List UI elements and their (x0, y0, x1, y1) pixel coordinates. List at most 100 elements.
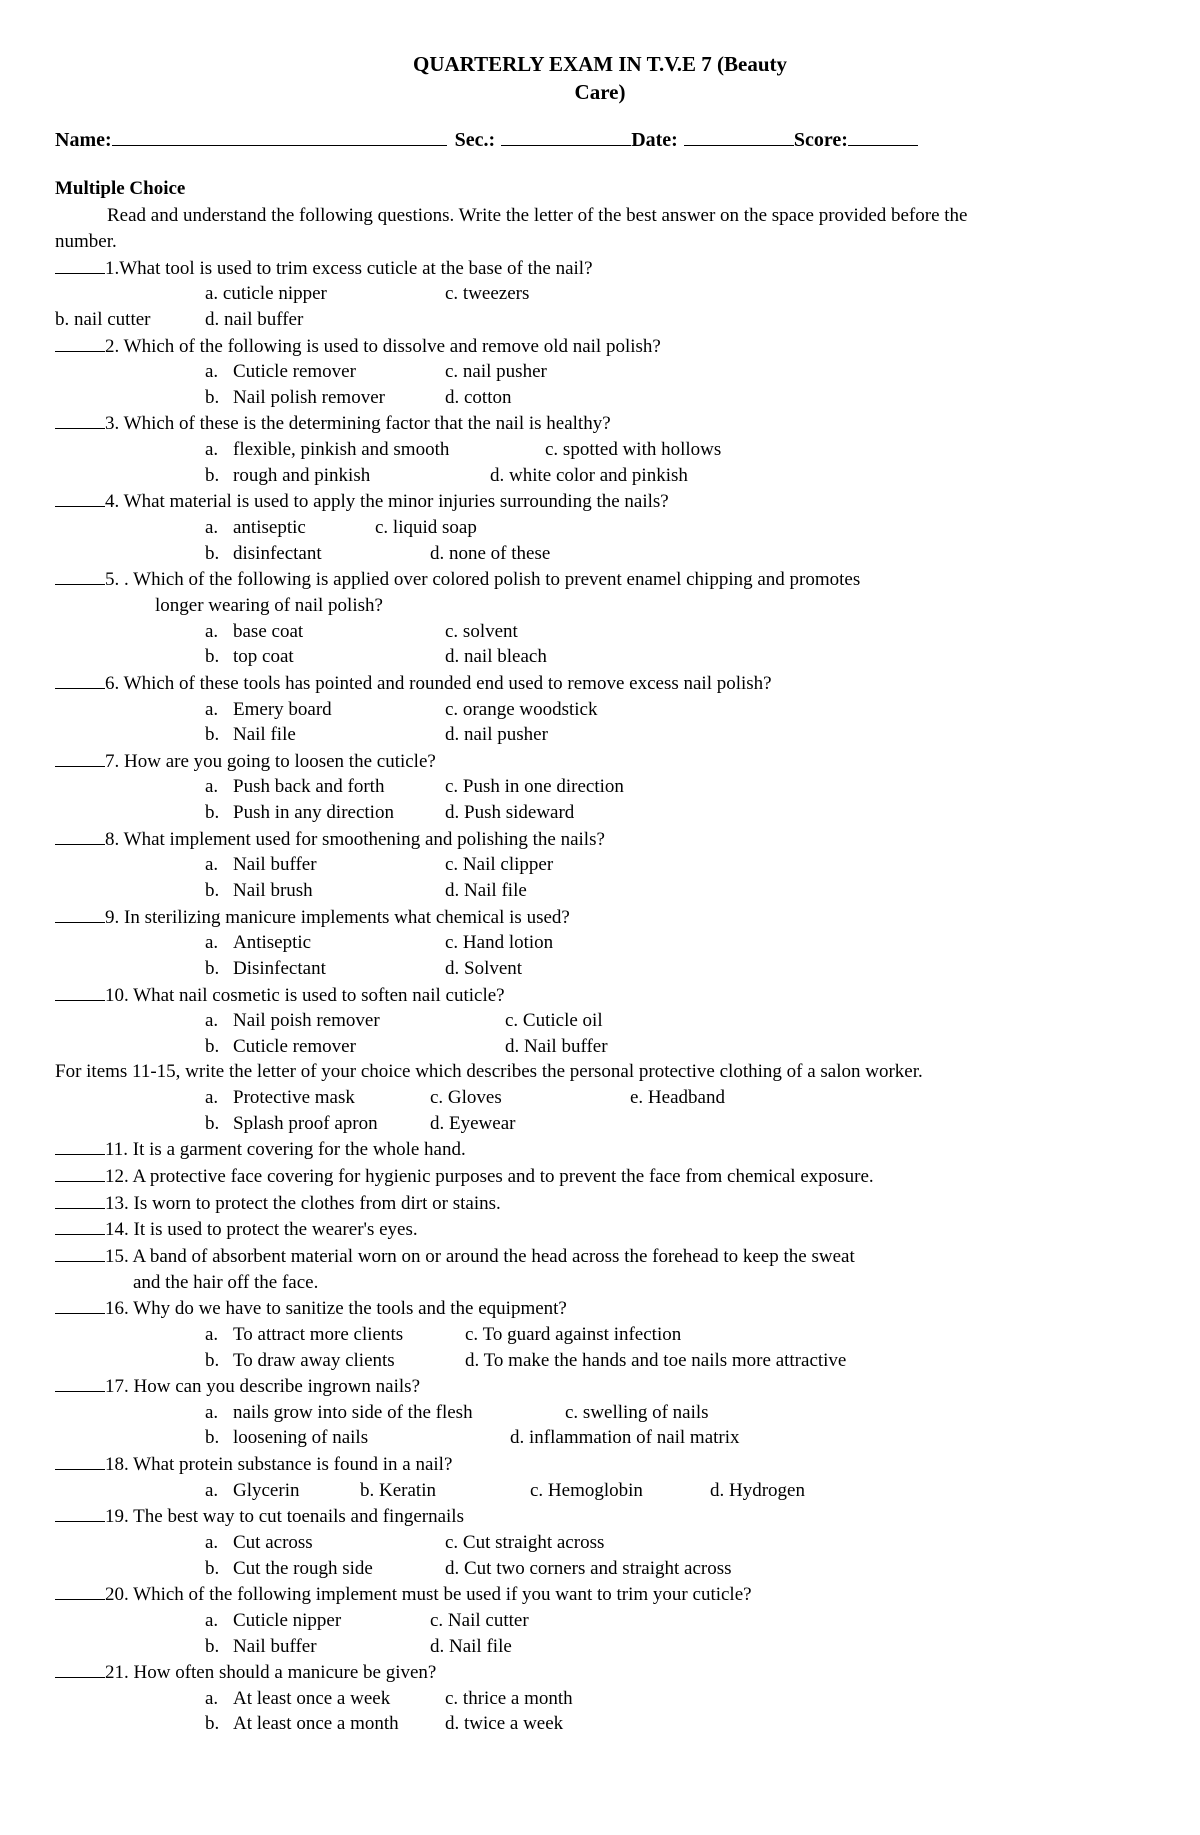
q13-text: 13. Is worn to protect the clothes from … (105, 1193, 501, 1214)
question-14: 14. It is used to protect the wearer's e… (55, 1216, 1145, 1243)
blank-date[interactable] (684, 125, 794, 146)
answer-blank[interactable] (55, 333, 105, 352)
q9-options: a.Antisepticc. Hand lotion b.Disinfectan… (55, 930, 1145, 981)
answer-blank[interactable] (55, 1373, 105, 1392)
answer-blank[interactable] (55, 826, 105, 845)
q4-b: disinfectant (233, 543, 322, 564)
q8-c: c. Nail clipper (445, 852, 553, 878)
q21-a: At least once a week (233, 1688, 390, 1709)
q10-c: c. Cuticle oil (505, 1008, 603, 1034)
answer-blank[interactable] (55, 670, 105, 689)
answer-blank[interactable] (55, 1451, 105, 1470)
q7-text: 7. How are you going to loosen the cutic… (105, 751, 436, 772)
question-8: 8. What implement used for smoothening a… (55, 826, 1145, 853)
q21-d: d. twice a week (445, 1711, 563, 1737)
answer-blank[interactable] (55, 1243, 105, 1262)
q20-d: d. Nail file (430, 1634, 512, 1660)
blank-score[interactable] (848, 125, 918, 146)
q8-options: a.Nail bufferc. Nail clipper b.Nail brus… (55, 852, 1145, 903)
q9-d: d. Solvent (445, 956, 522, 982)
q11-text: 11. It is a garment covering for the who… (105, 1139, 466, 1160)
q1-a: a. cuticle nipper (205, 281, 445, 307)
question-12: 12. A protective face covering for hygie… (55, 1163, 1145, 1190)
q4-text: 4. What material is used to apply the mi… (105, 491, 669, 512)
q7-a: Push back and forth (233, 776, 384, 797)
q20-text: 20. Which of the following implement mus… (105, 1584, 752, 1605)
q4-d: d. none of these (430, 541, 550, 567)
q3-b: rough and pinkish (233, 465, 370, 486)
q18-d: d. Hydrogen (710, 1478, 805, 1504)
q21-text: 21. How often should a manicure be given… (105, 1662, 436, 1683)
q16-text: 16. Why do we have to sanitize the tools… (105, 1298, 567, 1319)
q5-c: c. solvent (445, 619, 518, 645)
q20-options: a.Cuticle nipperc. Nail cutter b.Nail bu… (55, 1608, 1145, 1659)
answer-blank[interactable] (55, 1136, 105, 1155)
q19-a: Cut across (233, 1532, 313, 1553)
q1-options: a. cuticle nipperc. tweezers (55, 281, 1145, 307)
question-21: 21. How often should a manicure be given… (55, 1659, 1145, 1686)
question-18: 18. What protein substance is found in a… (55, 1451, 1145, 1478)
q10-options: a.Nail poish removerc. Cuticle oil b.Cut… (55, 1008, 1145, 1059)
q21-options: a.At least once a weekc. thrice a month … (55, 1686, 1145, 1737)
q18-options: a.Glycerin b. Keratin c. Hemoglobin d. H… (55, 1478, 1145, 1504)
q8-text: 8. What implement used for smoothening a… (105, 829, 605, 850)
answer-blank[interactable] (55, 1581, 105, 1600)
question-4: 4. What material is used to apply the mi… (55, 488, 1145, 515)
answer-blank[interactable] (55, 982, 105, 1001)
q5-b: top coat (233, 646, 294, 667)
answer-blank[interactable] (55, 255, 105, 274)
q8-b: Nail brush (233, 880, 313, 901)
items-11-15-intro: For items 11-15, write the letter of you… (55, 1059, 1145, 1085)
q10-a: Nail poish remover (233, 1010, 380, 1031)
answer-blank[interactable] (55, 1190, 105, 1209)
q21-b: At least once a month (233, 1713, 399, 1734)
answer-blank[interactable] (55, 1216, 105, 1235)
instructions-line-1: Read and understand the following questi… (55, 203, 1145, 229)
q18-c: c. Hemoglobin (530, 1478, 710, 1504)
blank-name[interactable] (112, 125, 447, 146)
answer-blank[interactable] (55, 904, 105, 923)
q1-b: b. nail cutter (55, 307, 205, 333)
q1-d: d. nail buffer (205, 309, 303, 330)
question-19: 19. The best way to cut toenails and fin… (55, 1503, 1145, 1530)
q4-a: antiseptic (233, 517, 306, 538)
q9-c: c. Hand lotion (445, 930, 553, 956)
answer-blank[interactable] (55, 410, 105, 429)
q10-text: 10. What nail cosmetic is used to soften… (105, 985, 505, 1006)
answer-blank[interactable] (55, 488, 105, 507)
question-20: 20. Which of the following implement mus… (55, 1581, 1145, 1608)
q17-options: a.nails grow into side of the fleshc. sw… (55, 1400, 1145, 1451)
q2-c: c. nail pusher (445, 359, 547, 385)
q7-c: c. Push in one direction (445, 774, 624, 800)
q3-text: 3. Which of these is the determining fac… (105, 413, 611, 434)
blank-sec[interactable] (501, 125, 631, 146)
answer-blank[interactable] (55, 1503, 105, 1522)
q1-c: c. tweezers (445, 281, 529, 307)
label-score: Score: (794, 127, 848, 154)
q9-a: Antiseptic (233, 932, 311, 953)
q17-b: loosening of nails (233, 1427, 368, 1448)
question-11: 11. It is a garment covering for the who… (55, 1136, 1145, 1163)
q20-a: Cuticle nipper (233, 1610, 341, 1631)
answer-blank[interactable] (55, 566, 105, 585)
q6-c: c. orange woodstick (445, 697, 597, 723)
question-7: 7. How are you going to loosen the cutic… (55, 748, 1145, 775)
label-sec: Sec.: (455, 127, 496, 154)
question-15: 15. A band of absorbent material worn on… (55, 1243, 1145, 1270)
q3-a: flexible, pinkish and smooth (233, 439, 449, 460)
q15-text-a: 15. A band of absorbent material worn on… (105, 1246, 855, 1267)
answer-blank[interactable] (55, 1163, 105, 1182)
q4-c: c. liquid soap (375, 515, 477, 541)
answer-blank[interactable] (55, 748, 105, 767)
q3-d: d. white color and pinkish (490, 463, 688, 489)
q16-d: d. To make the hands and toe nails more … (465, 1348, 846, 1374)
q17-text: 17. How can you describe ingrown nails? (105, 1376, 420, 1397)
answer-blank[interactable] (55, 1295, 105, 1314)
q7-d: d. Push sideward (445, 800, 574, 826)
question-5: 5. . Which of the following is applied o… (55, 566, 1145, 593)
q5-d: d. nail bleach (445, 644, 547, 670)
answer-blank[interactable] (55, 1659, 105, 1678)
question-9: 9. In sterilizing manicure implements wh… (55, 904, 1145, 931)
q2-b: Nail polish remover (233, 387, 385, 408)
q3-c: c. spotted with hollows (545, 437, 721, 463)
